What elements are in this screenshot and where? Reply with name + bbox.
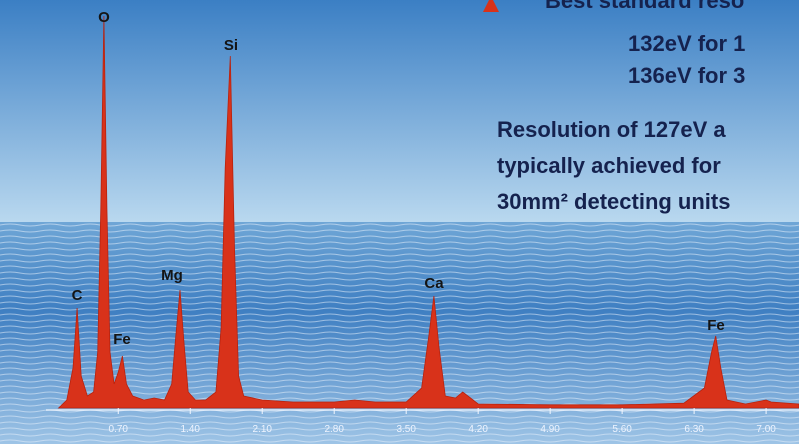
chart: Best standard reso 132eV for 1 136eV for… — [0, 0, 799, 444]
x-tick-label: 4.90 — [540, 424, 560, 435]
note: Resolution of 127eV a — [497, 117, 726, 142]
note: Best standard reso — [545, 0, 744, 13]
peak-label: Fe — [707, 317, 725, 334]
x-tick-label: 4.20 — [468, 424, 488, 435]
x-tick-label: 5.60 — [612, 424, 632, 435]
x-tick-label: 1.40 — [181, 424, 201, 435]
note: 136eV for 3 — [628, 63, 745, 88]
x-tick-label: 0.70 — [109, 424, 129, 435]
note: 30mm² detecting units — [497, 189, 730, 214]
peak-label: Ca — [424, 275, 444, 292]
note: typically achieved for — [497, 153, 721, 178]
peak-label: Si — [224, 37, 238, 54]
x-tick-label: 2.80 — [324, 424, 344, 435]
x-tick-label: 6.30 — [684, 424, 704, 435]
peak-label: C — [72, 287, 83, 304]
peak-label: Fe — [113, 331, 131, 348]
peak-label: O — [98, 9, 110, 26]
x-tick-label: 3.50 — [396, 424, 416, 435]
x-tick-label: 2.10 — [252, 424, 272, 435]
peak-label: Mg — [161, 267, 183, 284]
x-tick-label: 7.00 — [756, 424, 776, 435]
note: 132eV for 1 — [628, 31, 745, 56]
